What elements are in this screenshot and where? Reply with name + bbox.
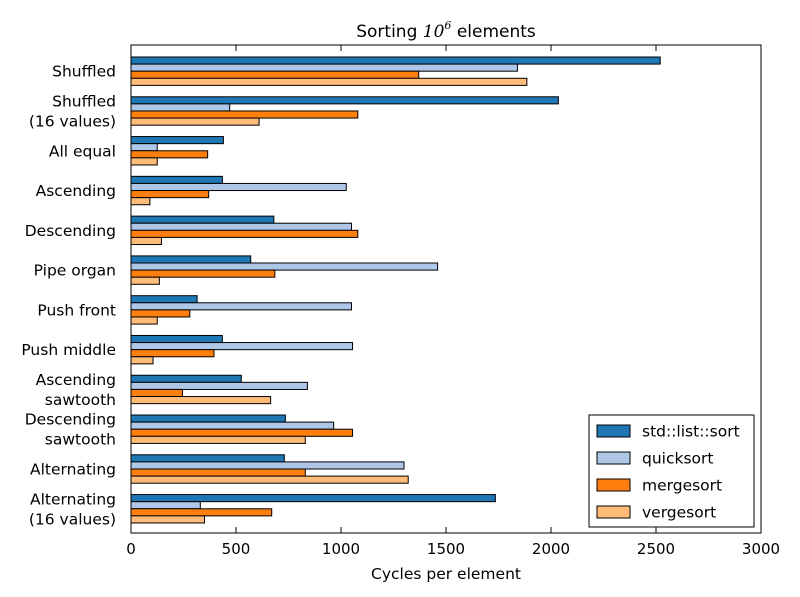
bar-quicksort-9 [130, 421, 335, 430]
bar-mergesort-2 [130, 150, 209, 159]
legend-label: mergesort [642, 477, 722, 495]
legend-swatch [596, 451, 631, 465]
bar-std-list-sort-0 [130, 56, 661, 65]
category-label: Descending [25, 222, 116, 240]
category-label: Push front [37, 301, 116, 319]
x-tick-label: 1000 [322, 540, 360, 558]
legend-label: vergesort [642, 504, 716, 522]
category-label: Shuffled [52, 63, 116, 81]
bar-std-list-sort-8 [130, 374, 242, 383]
legend: std::list::sortquicksortmergesortvergeso… [588, 414, 755, 528]
bar-vergesort-8 [130, 396, 272, 405]
bar-quicksort-2 [130, 143, 158, 152]
bar-quicksort-7 [130, 342, 354, 351]
legend-swatch [596, 478, 631, 492]
bar-vergesort-3 [130, 197, 151, 206]
bar-vergesort-6 [130, 316, 158, 325]
bar-vergesort-5 [130, 276, 160, 285]
bar-vergesort-0 [130, 77, 528, 86]
bar-quicksort-8 [130, 381, 308, 390]
bar-vergesort-9 [130, 435, 306, 444]
category-label: Push middle [21, 341, 116, 359]
legend-swatch [596, 424, 631, 438]
category-labels: Shuffled Shuffled (16 values) All equal Asce… [21, 63, 116, 529]
bars-layer [130, 56, 661, 524]
bar-vergesort-10 [130, 475, 409, 484]
bar-quicksort-10 [130, 461, 405, 470]
x-tick-label: 500 [222, 540, 251, 558]
legend-label: quicksort [642, 450, 713, 468]
bar-vergesort-4 [130, 236, 162, 246]
plot-frame [130, 44, 762, 534]
x-tick-label: 3000 [742, 540, 780, 558]
bar-std-list-sort-5 [130, 255, 252, 264]
bar-std-list-sort-3 [130, 175, 223, 184]
bar-mergesort-11 [130, 508, 273, 517]
legend-swatch [596, 505, 631, 519]
bar-std-list-sort-9 [130, 414, 286, 423]
bar-mergesort-10 [130, 468, 306, 477]
category-label: Ascending [36, 182, 116, 200]
x-axis-ticks: 0 500 1000 1500 2000 2500 3000 [126, 45, 780, 558]
bar-mergesort-4 [130, 229, 359, 238]
category-label: Alternating [30, 490, 116, 508]
bar-quicksort-3 [130, 182, 347, 192]
x-tick-label: 2000 [532, 540, 570, 558]
category-label: All equal [49, 142, 116, 160]
x-tick-label: 2500 [637, 540, 675, 558]
category-label: Alternating [30, 461, 116, 479]
category-label: (16 values) [29, 510, 116, 528]
category-label: Pipe organ [34, 262, 116, 280]
bar-quicksort-4 [130, 222, 352, 231]
x-tick-label: 1500 [427, 540, 465, 558]
bar-vergesort-1 [130, 117, 260, 126]
bar-std-list-sort-11 [130, 494, 496, 503]
bar-quicksort-0 [130, 63, 518, 72]
category-label: Ascending [36, 371, 116, 389]
bar-std-list-sort-10 [130, 454, 285, 463]
x-tick-label: 0 [126, 540, 136, 558]
category-label: sawtooth [45, 431, 116, 449]
bar-quicksort-1 [130, 103, 231, 112]
x-axis-label: Cycles per element [371, 565, 521, 583]
bar-mergesort-6 [130, 309, 191, 318]
bar-quicksort-6 [130, 302, 352, 311]
bar-mergesort-9 [130, 428, 354, 437]
bar-mergesort-7 [130, 349, 215, 358]
category-label: Descending [25, 411, 116, 429]
bar-std-list-sort-4 [130, 215, 275, 224]
bar-vergesort-2 [130, 157, 158, 166]
legend-label: std::list::sort [642, 423, 740, 441]
bar-std-list-sort-2 [130, 136, 224, 145]
bar-mergesort-3 [130, 190, 210, 199]
category-label: sawtooth [45, 391, 116, 409]
bar-std-list-sort-7 [130, 334, 223, 344]
bar-quicksort-11 [130, 501, 201, 510]
bar-vergesort-11 [130, 515, 205, 524]
bar-std-list-sort-1 [130, 96, 559, 105]
bar-mergesort-8 [130, 388, 183, 398]
bar-vergesort-7 [130, 356, 154, 365]
bar-mergesort-0 [130, 70, 420, 79]
category-label: (16 values) [29, 112, 116, 130]
chart-title: Sorting 106 elements [356, 19, 536, 42]
bar-quicksort-5 [130, 262, 439, 271]
bar-std-list-sort-6 [130, 295, 198, 304]
category-label: Shuffled [52, 92, 116, 110]
bar-mergesort-1 [130, 110, 359, 119]
bar-mergesort-5 [130, 269, 276, 278]
